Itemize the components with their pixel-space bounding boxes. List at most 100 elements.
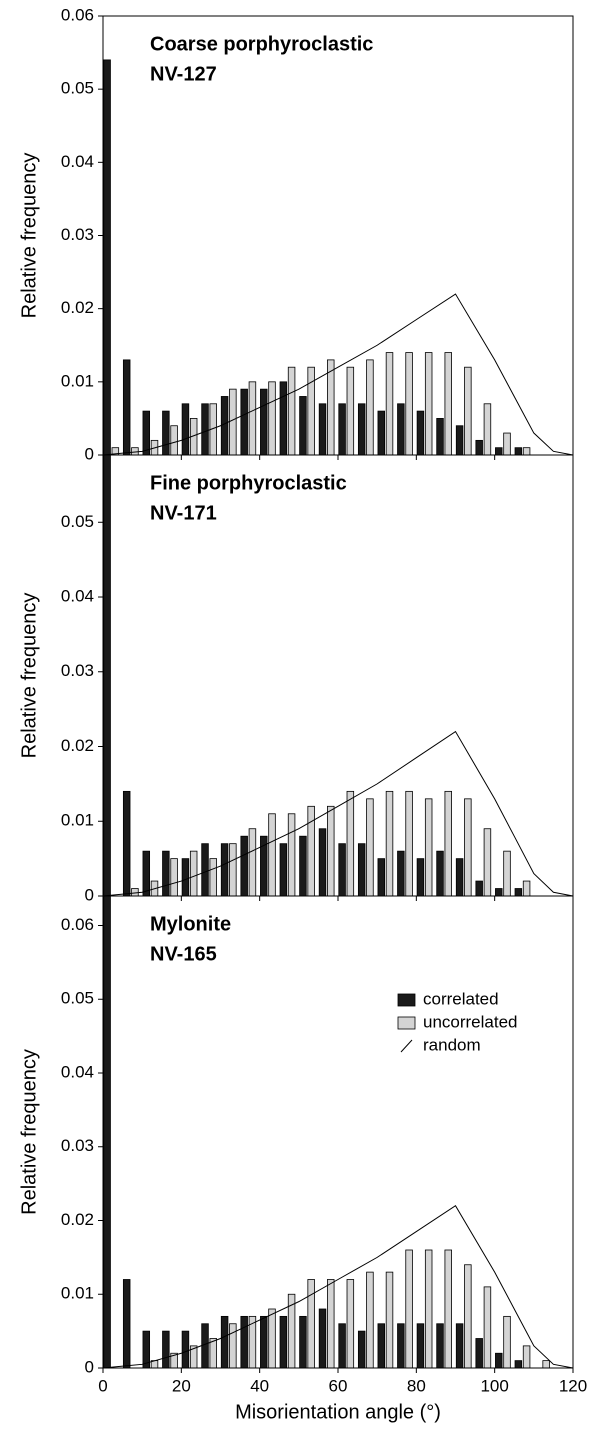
y-tick-label: 0.04	[61, 587, 94, 606]
bar	[122, 1279, 131, 1369]
y-axis-label: Relative frequency	[18, 153, 40, 319]
bar	[268, 813, 276, 897]
bar	[503, 1315, 511, 1369]
bar	[220, 1315, 229, 1369]
bar	[464, 1264, 472, 1369]
bar	[464, 366, 472, 456]
bar	[405, 1249, 413, 1369]
bar	[248, 828, 257, 897]
bar	[357, 403, 366, 456]
bar	[495, 888, 503, 897]
bar	[240, 1315, 248, 1369]
bar	[240, 388, 248, 456]
bar	[475, 439, 483, 456]
bar	[201, 1323, 209, 1369]
bar	[503, 850, 511, 897]
bar	[287, 366, 296, 456]
bar	[385, 352, 394, 456]
bar	[436, 1323, 444, 1369]
bar	[103, 59, 111, 456]
y-tick-label: 0.05	[61, 989, 94, 1008]
panel-title: Mylonite	[150, 913, 231, 935]
bar	[357, 1330, 366, 1369]
bar	[260, 1315, 268, 1369]
bar	[346, 366, 355, 456]
y-tick-label: 0.06	[61, 5, 94, 24]
bar	[279, 381, 288, 456]
bar	[542, 1360, 550, 1369]
bar	[483, 1286, 492, 1369]
bar	[366, 359, 374, 456]
bar	[444, 352, 452, 456]
bar	[475, 1338, 483, 1369]
x-tick-label: 40	[250, 1376, 269, 1395]
bar	[338, 1323, 346, 1369]
bar	[514, 1360, 523, 1369]
bar	[514, 447, 523, 456]
bar	[346, 790, 355, 897]
bar	[377, 858, 386, 897]
bar	[229, 843, 237, 897]
x-tick-label: 100	[480, 1376, 508, 1395]
bar	[220, 843, 229, 897]
legend-line	[400, 1039, 413, 1053]
bar	[229, 388, 237, 456]
x-tick-label: 0	[98, 1376, 107, 1395]
random-line	[102, 730, 574, 897]
random-line	[102, 1205, 574, 1369]
bar	[162, 1330, 170, 1369]
legend-swatch	[397, 993, 416, 1007]
bar	[142, 410, 151, 456]
bar	[416, 858, 425, 897]
bar	[189, 850, 198, 897]
bar	[385, 790, 394, 897]
y-tick-label: 0.02	[61, 1210, 94, 1229]
bar	[338, 403, 346, 456]
bar	[299, 1315, 307, 1369]
bar	[397, 1323, 405, 1369]
y-tick-label: 0.05	[61, 512, 94, 531]
bar	[397, 403, 405, 456]
bar	[397, 850, 405, 897]
bar	[279, 843, 288, 897]
bar	[299, 396, 307, 456]
panel-title: Fine porphyroclastic	[150, 472, 347, 494]
legend-swatch	[397, 1016, 416, 1030]
bar	[444, 1249, 452, 1369]
bar	[279, 1315, 288, 1369]
bar	[327, 805, 335, 897]
bar	[405, 790, 413, 897]
bar	[514, 888, 523, 897]
bar	[357, 843, 366, 897]
bar	[327, 1279, 335, 1369]
bar	[170, 425, 178, 456]
y-tick-label: 0.04	[61, 152, 94, 171]
bar	[181, 403, 190, 456]
bar	[483, 403, 492, 456]
bar	[455, 858, 464, 897]
bar	[299, 835, 307, 897]
bar	[103, 895, 111, 1369]
random-line	[102, 293, 574, 456]
bar	[405, 352, 413, 456]
x-tick-label: 60	[329, 1376, 348, 1395]
x-tick-label: 80	[407, 1376, 426, 1395]
bar	[170, 858, 178, 897]
bar	[366, 1271, 374, 1369]
bar	[436, 850, 444, 897]
bar	[181, 1330, 190, 1369]
y-axis-label: Relative frequency	[18, 593, 40, 759]
bar	[424, 798, 433, 897]
bar	[248, 381, 257, 456]
bar	[201, 843, 209, 897]
bar	[416, 410, 425, 456]
y-tick-label: 0.03	[61, 1136, 94, 1155]
y-tick-label: 0.04	[61, 1062, 94, 1081]
bar	[366, 798, 374, 897]
bar	[181, 858, 190, 897]
bar	[318, 828, 327, 897]
bar	[318, 1308, 327, 1369]
y-axis-label: Relative frequency	[18, 1049, 40, 1215]
bar	[495, 1352, 503, 1369]
